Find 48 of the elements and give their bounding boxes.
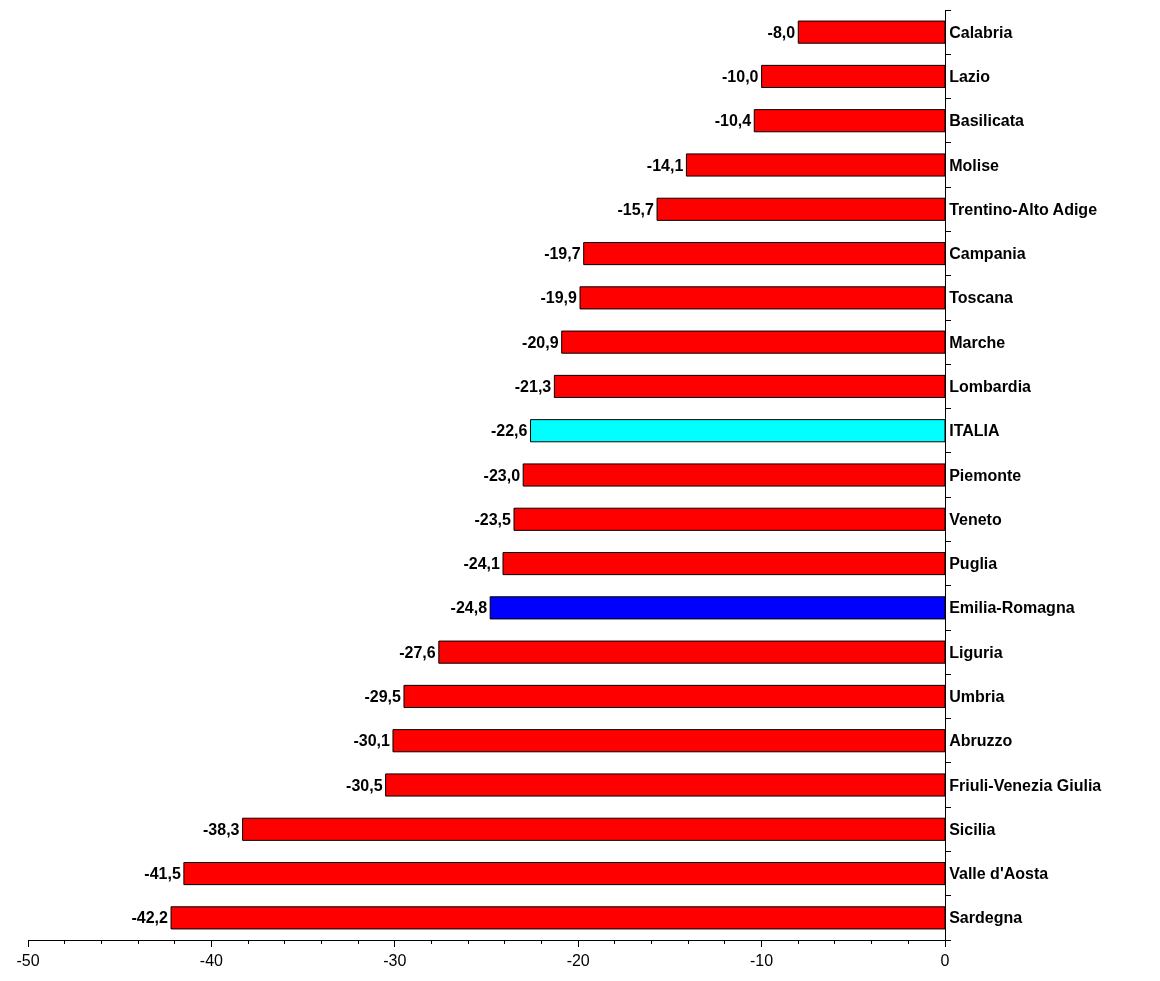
- y-tick-label: Molise: [949, 156, 1000, 174]
- data-label: -30,5: [346, 776, 383, 794]
- data-label: -24,8: [450, 599, 488, 617]
- data-label: -19,9: [540, 289, 578, 307]
- y-tick-label: Lazio: [949, 68, 991, 86]
- y-tick-label: Friuli-Venezia Giulia: [949, 776, 1102, 794]
- y-tick-label: Lombardia: [949, 378, 1032, 396]
- data-label: -23,5: [474, 510, 512, 528]
- data-label: -15,7: [617, 200, 655, 218]
- y-tick-label: Campania: [949, 245, 1026, 263]
- y-tick-label: Sicilia: [949, 820, 996, 838]
- x-tick-label: -10: [750, 952, 774, 970]
- x-tick-label: -50: [16, 952, 40, 970]
- data-label: -8,0: [767, 23, 796, 41]
- y-tick-label: Toscana: [949, 289, 1014, 307]
- y-tick-label: Sardegna: [949, 909, 1023, 927]
- data-label: -20,9: [522, 333, 559, 351]
- data-label: -42,2: [131, 909, 169, 927]
- y-tick-label: Calabria: [949, 23, 1013, 41]
- y-tick-label: Piemonte: [949, 466, 1022, 484]
- y-tick-label: Abruzzo: [949, 732, 1013, 750]
- data-label: -10,4: [714, 112, 752, 130]
- data-label: -30,1: [353, 732, 390, 750]
- data-label: -22,6: [490, 422, 528, 440]
- data-label: -41,5: [144, 865, 181, 883]
- x-tick-label: -30: [383, 952, 407, 970]
- x-tick-label: 0: [940, 952, 950, 970]
- y-tick-label: Puglia: [949, 555, 998, 573]
- data-label: -19,7: [544, 245, 581, 263]
- x-tick-label: -20: [566, 952, 590, 970]
- data-label: -10,0: [722, 67, 759, 85]
- y-tick-label: Emilia-Romagna: [949, 599, 1075, 617]
- y-tick-label: Umbria: [949, 688, 1005, 706]
- y-tick-label: Liguria: [949, 643, 1003, 661]
- y-tick-label: Trentino-Alto Adige: [949, 200, 1098, 218]
- y-tick-label: Marche: [949, 333, 1006, 351]
- data-label: -23,0: [483, 466, 521, 484]
- y-tick-label: ITALIA: [949, 422, 1000, 440]
- y-tick-label: Veneto: [949, 510, 1002, 528]
- data-label: -21,3: [514, 377, 552, 395]
- x-tick-label: -40: [199, 952, 224, 970]
- data-label: -27,6: [399, 643, 436, 661]
- data-label: -38,3: [203, 820, 240, 838]
- data-label: -24,1: [463, 555, 501, 573]
- data-label: -14,1: [646, 156, 684, 174]
- data-label: -29,5: [364, 687, 401, 705]
- y-tick-label: Basilicata: [949, 112, 1025, 130]
- y-tick-label: Valle d'Aosta: [949, 865, 1049, 883]
